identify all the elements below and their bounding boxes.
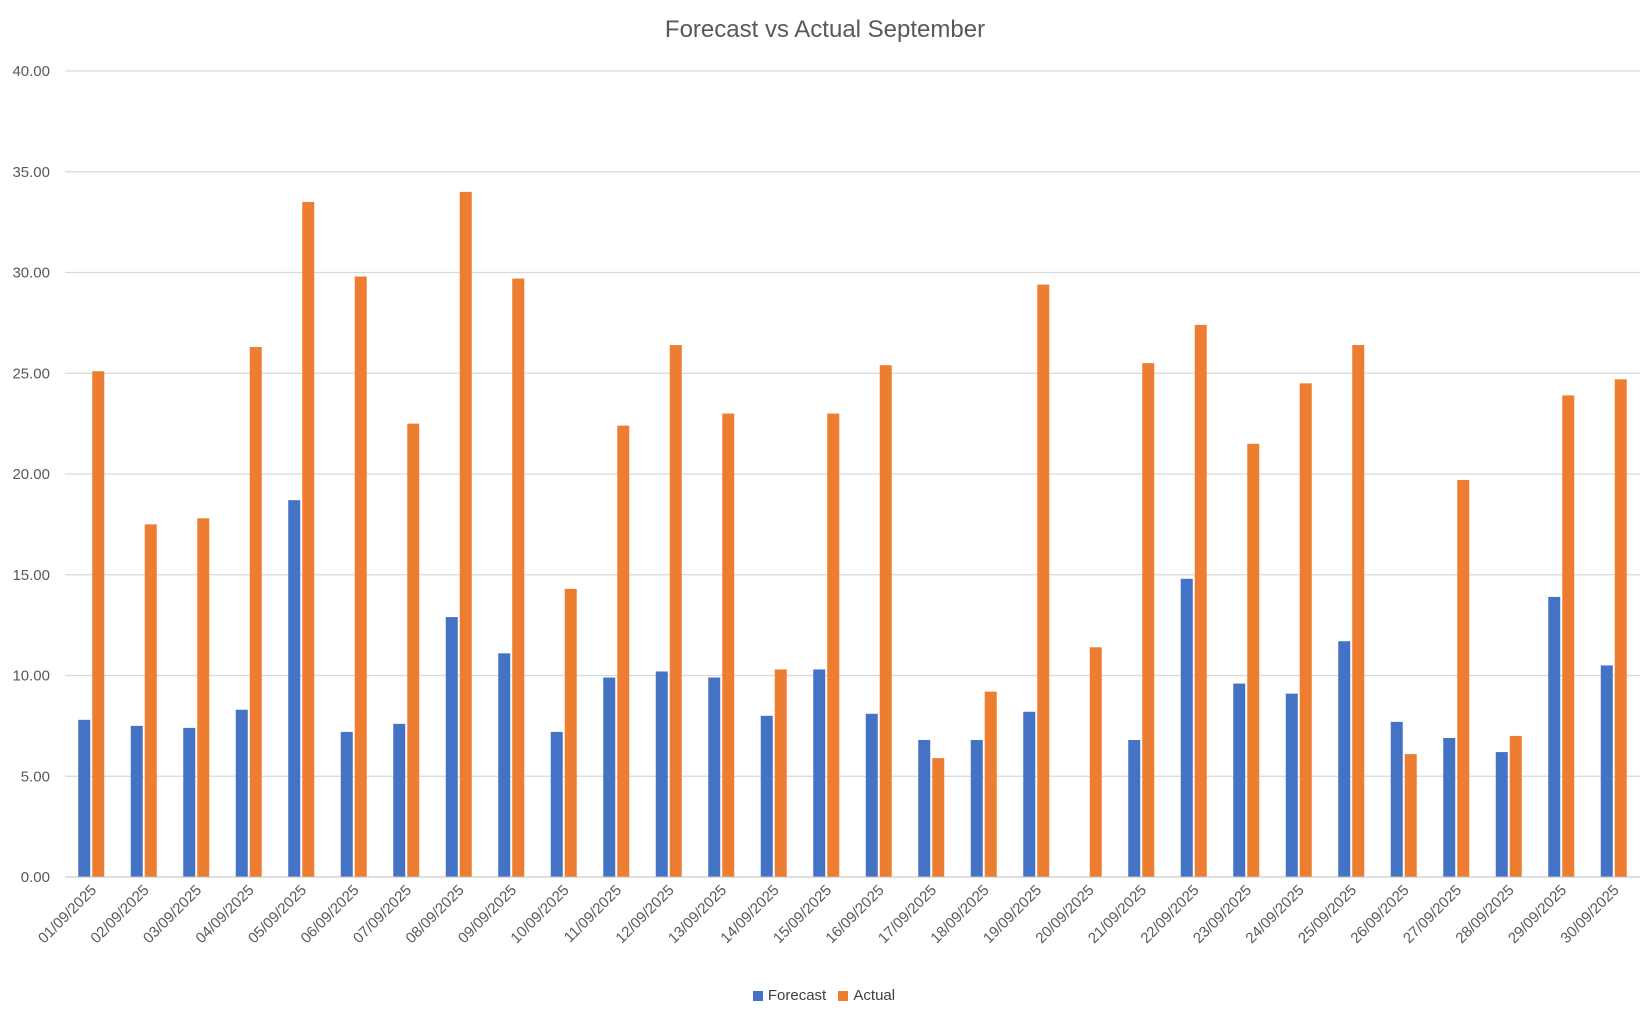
bar-actual-17 <box>932 758 945 877</box>
bar-forecast-19 <box>1023 711 1036 877</box>
bar-forecast-18 <box>970 739 983 877</box>
bar-forecast-8 <box>445 617 458 877</box>
y-tick-label: 15.00 <box>12 567 50 584</box>
y-tick-label: 20.00 <box>12 466 50 483</box>
bar-actual-12 <box>669 345 682 877</box>
bar-actual-6 <box>354 276 367 877</box>
chart-title: Forecast vs Actual September <box>665 16 985 43</box>
y-tick-label: 10.00 <box>12 668 50 685</box>
bar-forecast-9 <box>498 653 511 877</box>
bar-actual-28 <box>1509 735 1522 877</box>
bar-actual-16 <box>879 365 892 877</box>
bar-actual-4 <box>249 347 262 877</box>
bar-actual-11 <box>617 425 630 877</box>
bar-forecast-5 <box>288 500 301 877</box>
bar-forecast-24 <box>1285 693 1298 877</box>
bar-actual-9 <box>512 278 525 877</box>
bars <box>78 191 1627 878</box>
bar-forecast-13 <box>708 677 721 877</box>
bar-actual-23 <box>1247 443 1260 877</box>
legend-swatch-forecast <box>752 990 763 1001</box>
legend-swatch-actual <box>838 990 849 1001</box>
legend-item-actual: Actual <box>838 987 895 1004</box>
bar-actual-24 <box>1299 383 1312 877</box>
bar-forecast-15 <box>813 669 826 877</box>
y-tick-label: 30.00 <box>12 265 50 282</box>
bar-actual-7 <box>407 423 420 877</box>
bar-forecast-23 <box>1233 683 1246 877</box>
bar-forecast-14 <box>760 715 773 877</box>
bar-forecast-7 <box>393 723 406 877</box>
bar-actual-2 <box>144 524 157 877</box>
bar-actual-10 <box>564 588 577 877</box>
y-tick-label: 0.00 <box>21 869 50 886</box>
bar-actual-25 <box>1352 345 1365 877</box>
bar-actual-27 <box>1457 480 1470 877</box>
bar-forecast-10 <box>550 731 563 877</box>
bar-actual-5 <box>302 201 315 878</box>
bar-actual-3 <box>197 518 210 877</box>
y-tick-label: 5.00 <box>21 768 50 785</box>
legend-label-forecast: Forecast <box>767 987 827 1004</box>
gridlines <box>65 70 1640 777</box>
bar-forecast-3 <box>183 727 196 877</box>
bar-forecast-6 <box>340 731 353 877</box>
bar-actual-18 <box>984 691 997 877</box>
bar-actual-30 <box>1614 379 1627 877</box>
bar-forecast-2 <box>130 725 143 877</box>
bar-forecast-16 <box>865 713 878 877</box>
legend: Forecast Actual <box>0 987 1648 1005</box>
bar-forecast-1 <box>78 719 91 877</box>
bar-forecast-30 <box>1600 665 1613 877</box>
legend-item-forecast: Forecast <box>752 987 827 1004</box>
bar-forecast-28 <box>1495 752 1508 877</box>
x-axis-tick-labels: 01/09/202502/09/202503/09/202504/09/2025… <box>35 882 1623 947</box>
bar-forecast-21 <box>1128 739 1141 877</box>
bar-forecast-22 <box>1180 578 1193 877</box>
bar-forecast-27 <box>1443 737 1456 877</box>
legend-label-actual: Actual <box>853 987 896 1004</box>
bar-actual-21 <box>1142 363 1155 877</box>
bar-forecast-4 <box>235 709 248 877</box>
bar-forecast-12 <box>655 671 668 877</box>
bar-actual-14 <box>774 669 787 877</box>
bar-forecast-26 <box>1390 721 1403 877</box>
bar-actual-15 <box>827 413 840 877</box>
bar-forecast-17 <box>918 739 931 877</box>
y-tick-label: 25.00 <box>12 365 50 382</box>
bar-actual-26 <box>1404 754 1417 877</box>
bar-actual-22 <box>1194 324 1207 877</box>
bar-actual-19 <box>1037 284 1050 878</box>
bar-actual-13 <box>722 413 735 877</box>
y-tick-label: 35.00 <box>12 164 50 181</box>
bar-actual-8 <box>459 191 472 877</box>
bar-actual-29 <box>1562 395 1575 877</box>
y-tick-label: 40.00 <box>12 63 50 80</box>
bar-actual-1 <box>92 371 105 877</box>
y-axis-tick-labels: 0.00 5.00 10.00 15.00 20.00 25.00 30.00 35.00 40… <box>12 63 50 886</box>
bar-forecast-25 <box>1338 641 1351 877</box>
bar-forecast-29 <box>1548 596 1561 877</box>
bar-actual-20 <box>1089 647 1102 877</box>
bar-forecast-11 <box>603 677 616 877</box>
